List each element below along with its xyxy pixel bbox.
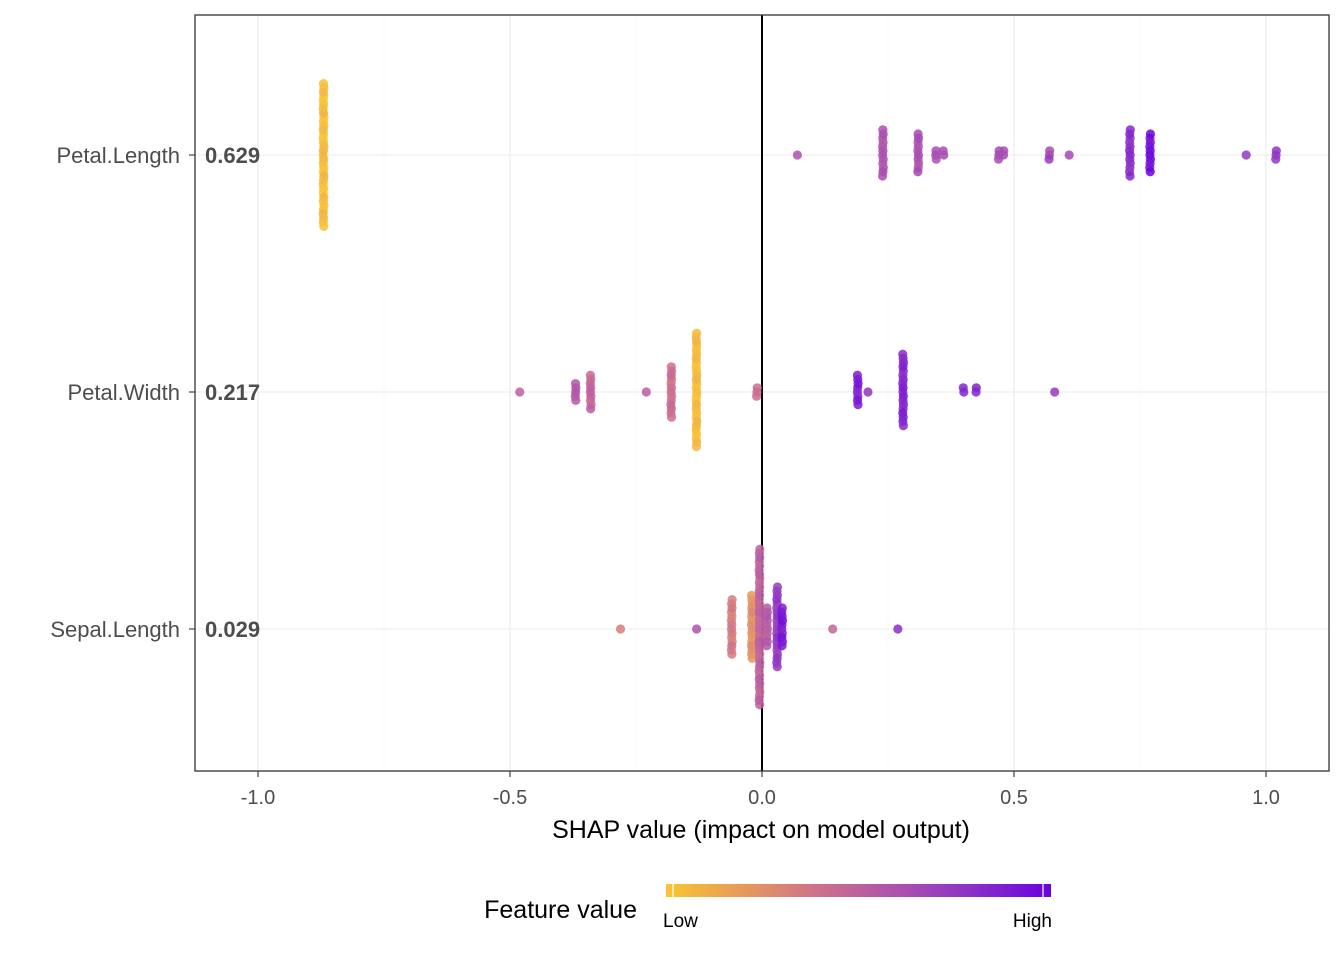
- data-point: [762, 641, 772, 651]
- data-point: [586, 404, 596, 414]
- data-point: [752, 391, 762, 401]
- data-point: [746, 590, 757, 601]
- data-point: [913, 167, 923, 177]
- data-point: [772, 582, 783, 592]
- points-layer: [318, 79, 1281, 710]
- legend-low-label: Low: [663, 911, 698, 932]
- data-point: [1044, 154, 1054, 164]
- data-point: [762, 603, 772, 613]
- data-point: [938, 146, 948, 156]
- legend-high-label: High: [1013, 911, 1052, 932]
- data-point: [777, 603, 787, 613]
- data-point: [772, 662, 782, 672]
- x-tick-label: -1.0: [241, 787, 275, 809]
- data-point: [727, 649, 737, 659]
- x-tick-label: 0.0: [748, 787, 776, 809]
- data-point: [1050, 387, 1060, 397]
- data-point: [931, 154, 941, 164]
- data-point: [515, 387, 525, 397]
- data-point: [792, 150, 803, 160]
- data-point: [898, 349, 908, 359]
- legend-colorbar: [666, 884, 1051, 897]
- data-point: [878, 125, 888, 135]
- data-point: [852, 370, 863, 380]
- data-point: [893, 624, 903, 634]
- data-point: [863, 387, 873, 397]
- data-point: [571, 395, 581, 405]
- data-point: [755, 700, 765, 710]
- data-point: [752, 383, 762, 393]
- data-point: [727, 595, 737, 605]
- data-point: [570, 379, 581, 389]
- data-point: [318, 79, 329, 89]
- data-point: [1241, 150, 1251, 160]
- x-axis: -1.0 -0.5 0.0 0.5 1.0: [241, 771, 1280, 809]
- data-point: [1045, 146, 1055, 156]
- x-tick-label: 1.0: [1252, 787, 1280, 809]
- x-tick-label: -0.5: [493, 787, 527, 809]
- data-point: [666, 362, 676, 372]
- data-point: [853, 400, 863, 410]
- data-point: [828, 624, 838, 634]
- data-point: [931, 146, 941, 156]
- data-point: [692, 624, 702, 634]
- data-point: [1271, 146, 1281, 156]
- x-axis-label: SHAP value (impact on model output): [552, 816, 970, 844]
- data-point: [1125, 171, 1135, 181]
- data-point: [913, 129, 923, 139]
- data-point: [958, 383, 968, 393]
- data-point: [898, 421, 908, 431]
- data-point: [615, 624, 626, 634]
- legend-title: Feature value: [484, 896, 637, 924]
- data-point: [777, 641, 787, 651]
- feature-importance-label: 0.629: [205, 143, 260, 168]
- data-point: [999, 146, 1009, 156]
- y-tick-label: Petal.Length: [56, 143, 180, 168]
- data-point: [747, 653, 757, 664]
- data-point: [691, 442, 701, 452]
- feature-importance-label: 0.217: [205, 380, 260, 405]
- data-point: [1271, 154, 1281, 164]
- data-point: [878, 171, 888, 181]
- data-point: [1145, 167, 1155, 177]
- y-tick-label: Petal.Width: [68, 380, 181, 405]
- data-point: [971, 383, 981, 393]
- data-point: [666, 412, 677, 422]
- data-point: [585, 370, 596, 380]
- x-tick-label: 0.5: [1000, 787, 1028, 809]
- data-point: [641, 387, 651, 397]
- color-legend: Feature value Low High: [484, 884, 1052, 932]
- y-tick-label: Sepal.Length: [50, 617, 180, 642]
- y-axis: Petal.Length 0.629 Petal.Width 0.217 Sepal.L…: [50, 143, 260, 642]
- data-point: [1064, 150, 1074, 160]
- data-point: [1145, 129, 1156, 139]
- feature-importance-label: 0.029: [205, 617, 260, 642]
- data-point: [755, 544, 765, 554]
- data-point: [319, 221, 329, 231]
- data-point: [1125, 125, 1135, 135]
- data-point: [692, 328, 702, 338]
